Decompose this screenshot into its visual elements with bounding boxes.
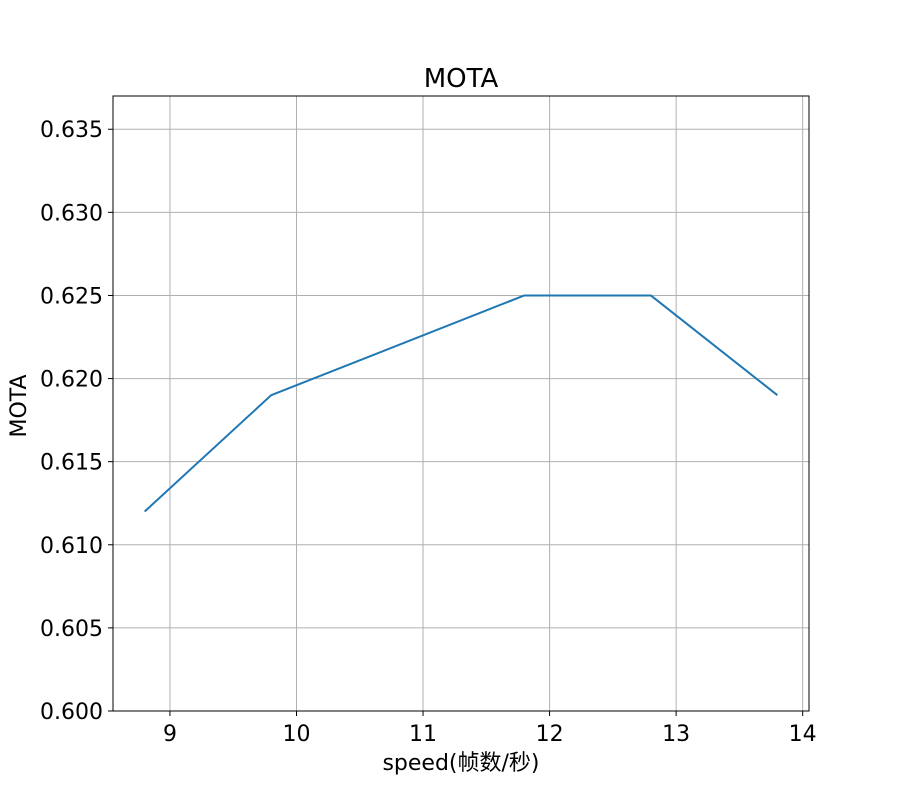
chart-title: MOTA	[424, 64, 499, 94]
y-tick-label: 0.630	[40, 201, 103, 226]
x-tick-label: 12	[536, 722, 564, 747]
series-layer	[143, 294, 778, 513]
y-axis-label: MOTA	[7, 374, 32, 437]
x-tick-label: 9	[163, 722, 177, 747]
grid	[113, 96, 809, 712]
x-tick-label: 10	[282, 722, 310, 747]
y-tick-label: 0.620	[40, 368, 103, 393]
plot-frame	[112, 95, 810, 712]
x-axis-ticks: 9 10 11 12 13 14	[163, 711, 817, 747]
y-tick-label: 0.615	[40, 451, 103, 476]
x-tick-label: 14	[789, 722, 817, 747]
y-axis-ticks: 0.600 0.605 0.610 0.615 0.620 0.625 0.630 0.635	[40, 118, 113, 725]
y-tick-label: 0.635	[40, 118, 103, 143]
y-tick-label: 0.610	[40, 534, 103, 559]
x-axis-label: speed(帧数/秒)	[382, 751, 539, 776]
y-tick-label: 0.600	[40, 700, 103, 725]
y-tick-label: 0.605	[40, 617, 103, 642]
x-tick-label: 11	[409, 722, 437, 747]
y-tick-label: 0.625	[40, 284, 103, 309]
x-tick-label: 13	[662, 722, 690, 747]
series-line	[143, 294, 778, 513]
